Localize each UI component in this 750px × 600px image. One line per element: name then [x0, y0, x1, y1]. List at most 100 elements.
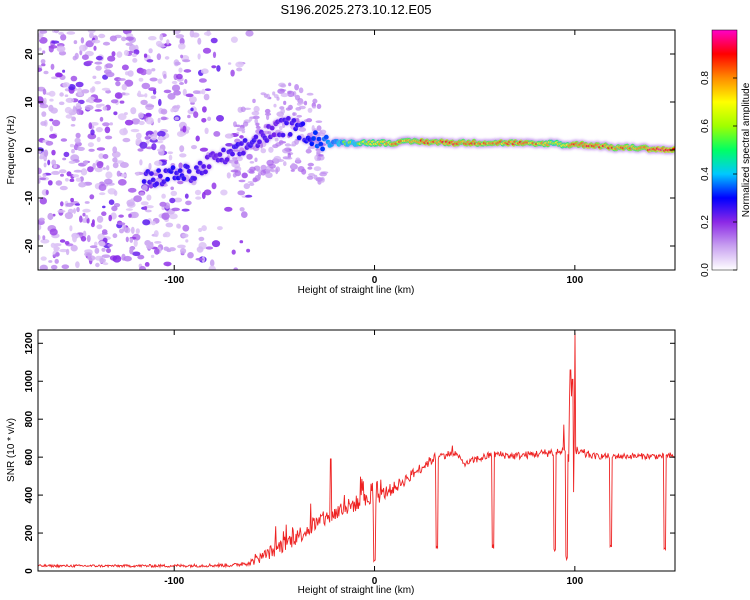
spectrogram-noise-blob — [132, 58, 137, 63]
spectrogram-noise-blob — [314, 166, 322, 171]
spectrogram-noise-blob — [252, 111, 260, 115]
spectrogram-noise-blob — [76, 109, 81, 115]
spectrogram-noise-blob — [106, 248, 111, 253]
x-tick-label: 100 — [566, 576, 583, 587]
spectrogram-noise-blob — [185, 194, 189, 199]
spectrogram-noise-blob — [192, 32, 200, 37]
spectrogram-ridge-band — [311, 136, 316, 141]
spectrogram-noise-blob — [111, 99, 118, 103]
spectrogram-noise-blob — [102, 122, 110, 126]
spectrogram-noise-blob — [62, 70, 65, 73]
spectrogram-noise-blob — [189, 96, 197, 103]
spectrogram-noise-blob — [176, 34, 185, 38]
spectrogram-noise-blob — [204, 94, 210, 101]
spectrogram-noise-blob — [49, 91, 56, 97]
spectrogram-noise-blob — [85, 201, 90, 204]
spectrogram-noise-blob — [132, 252, 140, 257]
spectrogram-noise-blob — [266, 160, 273, 166]
spectrogram-noise-blob — [146, 113, 152, 117]
spectrogram-noise-blob — [81, 168, 87, 175]
spectrogram-noise-blob — [178, 68, 182, 73]
spectrogram-noise-blob — [157, 53, 161, 60]
spectrogram-noise-blob — [209, 266, 216, 273]
spectrogram-noise-blob — [201, 118, 206, 123]
spectrogram-noise-blob — [105, 171, 112, 178]
spectrogram-noise-blob — [79, 216, 83, 223]
spectrogram-noise-blob — [56, 180, 63, 185]
spectrogram-ridge-band — [154, 181, 159, 186]
colorbar-tick-label: 0.2 — [700, 215, 711, 229]
spectrogram-noise-blob — [164, 232, 171, 238]
spectrogram-noise-blob — [202, 106, 207, 112]
spectrogram-ridge-band — [221, 148, 226, 153]
spectrogram-noise-blob — [184, 69, 192, 73]
spectrogram-noise-blob — [307, 176, 314, 180]
spectrogram-noise-blob — [48, 260, 52, 263]
spectrogram-noise-blob — [291, 163, 296, 169]
spectrogram-noise-blob — [73, 106, 76, 113]
spectrogram-noise-blob — [101, 211, 106, 216]
spectrogram-noise-blob — [110, 36, 117, 42]
spectrogram-noise-blob — [151, 68, 155, 71]
spectrogram-noise-blob — [244, 183, 250, 189]
spectrogram-noise-blob — [76, 207, 80, 212]
spectrogram-noise-blob — [249, 183, 254, 186]
y-tick-label: 10 — [24, 96, 35, 108]
spectrogram-noise-blob — [195, 190, 201, 195]
spectrogram-noise-blob — [41, 111, 46, 117]
spectrogram-x-label: Height of straight line (km) — [298, 285, 415, 296]
spectrogram-noise-blob — [43, 89, 47, 95]
spectrogram-noise-blob — [211, 38, 218, 44]
spectrogram-noise-blob — [40, 121, 46, 126]
spectrogram-noise-blob — [51, 41, 59, 44]
spectrogram-noise-blob — [158, 79, 163, 84]
spectrogram-noise-blob — [41, 256, 47, 260]
spectrogram-noise-blob — [53, 255, 57, 258]
colorbar-tick-label: 0.6 — [700, 119, 711, 133]
spectrogram-noise-blob — [146, 195, 151, 201]
spectrogram-noise-blob — [91, 222, 95, 227]
spectrogram-noise-blob — [319, 172, 327, 176]
spectrogram-noise-blob — [105, 136, 112, 140]
spectrogram-noise-blob — [101, 248, 105, 252]
colorbar-tick-label: 0.8 — [700, 71, 711, 85]
spectrogram-noise-blob — [233, 122, 236, 125]
spectrogram-y-label: Frequency (Hz) — [6, 116, 17, 185]
spectrogram-noise-blob — [317, 177, 324, 181]
spectrogram-noise-blob — [123, 138, 131, 142]
spectrogram-noise-blob — [256, 123, 260, 127]
y-tick-label: 0 — [24, 147, 35, 153]
spectrogram-noise-blob — [136, 133, 142, 139]
spectrogram-noise-blob — [106, 165, 109, 170]
spectrogram-noise-blob — [298, 166, 305, 172]
colorbar-tick-label: 0.0 — [700, 263, 711, 277]
spectrogram-noise-blob — [280, 84, 286, 88]
spectrogram-noise-blob — [89, 194, 94, 199]
spectrogram-noise-blob — [225, 133, 234, 138]
spectrogram-noise-blob — [51, 171, 60, 175]
spectrogram-noise-blob — [67, 171, 72, 176]
spectrogram-noise-blob — [131, 227, 135, 234]
spectrogram-ridge-band — [178, 168, 183, 173]
spectrogram-noise-blob — [136, 228, 140, 234]
spectrogram-noise-blob — [115, 81, 120, 86]
spectrogram-noise-blob — [261, 148, 267, 153]
spectrogram-ridge-band — [317, 137, 322, 142]
spectrogram-noise-blob — [140, 100, 147, 105]
spectrogram-noise-blob — [104, 179, 113, 185]
spectrogram-noise-blob — [169, 198, 175, 203]
spectrogram-ridge-band — [288, 132, 293, 137]
spectrogram-noise-blob — [44, 150, 48, 157]
spectrogram-noise-blob — [92, 40, 101, 44]
spectrogram-noise-blob — [317, 104, 322, 109]
spectrogram-noise-blob — [134, 240, 138, 247]
snr-x-label: Height of straight line (km) — [298, 585, 415, 596]
spectrogram-noise-blob — [176, 105, 180, 109]
spectrogram-ridge-band — [257, 139, 262, 144]
spectrogram-noise-blob — [70, 144, 74, 147]
spectrogram-noise-blob — [39, 218, 45, 222]
spectrogram-noise-blob — [172, 81, 178, 84]
spectrogram-noise-blob — [132, 54, 137, 58]
spectrogram-noise-blob — [166, 223, 174, 228]
